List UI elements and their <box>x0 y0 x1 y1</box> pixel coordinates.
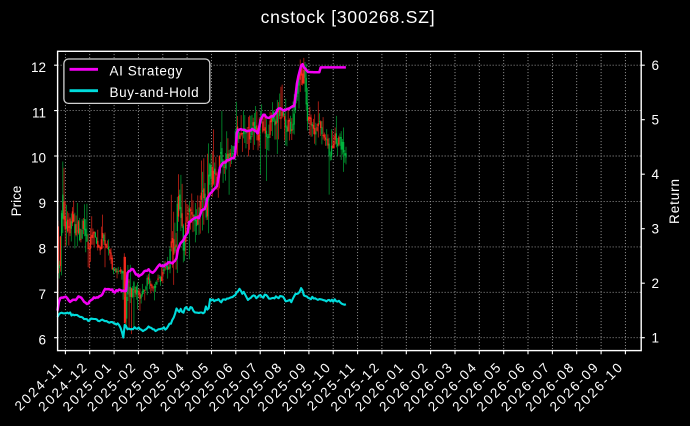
svg-text:Return: Return <box>667 178 682 224</box>
svg-text:10: 10 <box>31 151 46 166</box>
svg-text:12: 12 <box>31 60 46 75</box>
svg-text:6: 6 <box>652 58 660 73</box>
svg-text:Price: Price <box>9 186 24 217</box>
svg-text:AI Strategy: AI Strategy <box>110 64 183 79</box>
svg-text:7: 7 <box>38 287 46 302</box>
svg-text:4: 4 <box>652 167 660 182</box>
svg-text:8: 8 <box>38 242 46 257</box>
svg-text:5: 5 <box>652 112 660 127</box>
svg-text:6: 6 <box>38 332 46 347</box>
svg-text:1: 1 <box>652 330 660 345</box>
svg-text:cnstock [300268.SZ]: cnstock [300268.SZ] <box>261 7 436 27</box>
svg-text:3: 3 <box>652 221 660 236</box>
svg-text:9: 9 <box>38 196 46 211</box>
svg-text:11: 11 <box>32 105 46 120</box>
svg-text:2: 2 <box>652 276 660 291</box>
svg-text:Buy-and-Hold: Buy-and-Hold <box>110 85 200 100</box>
